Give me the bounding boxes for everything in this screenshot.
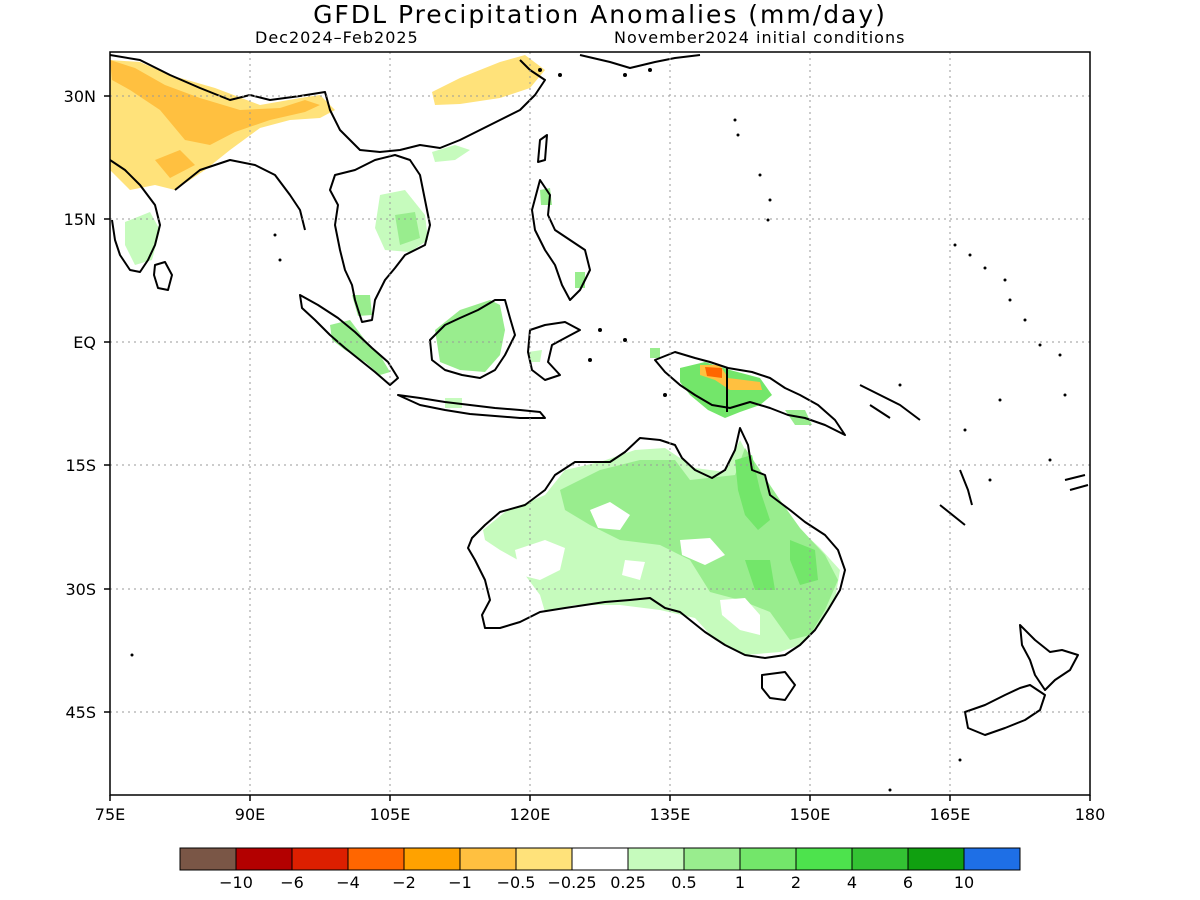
colorbar-swatch	[683, 847, 741, 871]
colorbar-swatch	[627, 847, 685, 871]
coast-asia-mainland	[109, 54, 546, 153]
colorbar-label: −10	[219, 873, 253, 892]
colorbar-labels: −10 −6 −4 −2 −1 −0.5 −0.25 0.25 0.5 1 2 4 6 10	[219, 873, 974, 892]
colorbar-label: −0.25	[547, 873, 596, 892]
anomaly-australia-dry-gap1	[515, 540, 565, 580]
lon-label-165e: 165E	[930, 805, 971, 824]
colorbar-label: 6	[903, 873, 913, 892]
coast-sulawesi	[527, 321, 581, 381]
lat-label-15s: 15S	[65, 456, 96, 475]
lat-label-eq: EQ	[73, 333, 96, 352]
season-label: Dec2024–Feb2025	[255, 28, 419, 47]
lon-label-120e: 120E	[510, 805, 551, 824]
lon-labels: 75E 90E 105E 120E 135E 150E 165E 180	[95, 805, 1106, 824]
lon-label-150e: 150E	[790, 805, 831, 824]
coast-bay-bengal	[174, 159, 306, 231]
anomaly-sulawesi-wet	[528, 350, 542, 362]
anomaly-india-dry-strong	[110, 60, 320, 145]
anomaly-westindia-wet	[125, 212, 160, 265]
colorbar-swatch	[459, 847, 517, 871]
colorbar-swatch	[851, 847, 909, 871]
initial-conditions-label: November2024 initial conditions	[614, 28, 906, 47]
grid-lines	[110, 52, 1090, 795]
lon-label-135e: 135E	[650, 805, 691, 824]
coast-borneo	[429, 299, 516, 379]
lat-label-15n: 15N	[64, 210, 96, 229]
colorbar-label: 0.5	[671, 873, 696, 892]
colorbar-label: 0.25	[610, 873, 646, 892]
lon-label-105e: 105E	[370, 805, 411, 824]
map-frame	[109, 51, 1091, 796]
colorbar	[179, 847, 1021, 871]
anomaly-shading	[110, 55, 840, 655]
colorbar-swatch	[795, 847, 853, 871]
anomaly-malaya-wet	[352, 295, 372, 316]
anomaly-philippines-wet	[540, 188, 585, 288]
coast-sri-lanka	[153, 261, 173, 291]
coast-australia	[467, 427, 846, 659]
colorbar-label: −1	[448, 873, 472, 892]
coast-solomon-islands	[859, 384, 921, 421]
coast-india	[109, 159, 161, 273]
coast-tasmania	[761, 671, 796, 701]
colorbar-label: 10	[954, 873, 974, 892]
coast-philippines	[531, 179, 591, 301]
colorbar-label: −6	[280, 873, 304, 892]
anomaly-australia-wet-strong	[735, 455, 818, 590]
coast-taiwan	[537, 134, 548, 163]
colorbar-swatch	[515, 847, 573, 871]
colorbar-swatch	[571, 847, 629, 871]
lat-label-45s: 45S	[65, 703, 96, 722]
colorbar-swatch	[907, 847, 965, 871]
anomaly-indochina-wet2	[395, 212, 420, 245]
coast-new-zealand-north	[1019, 624, 1079, 691]
coast-vanuatu	[939, 469, 973, 526]
colorbar-swatch	[291, 847, 349, 871]
colorbar-label: −4	[336, 873, 360, 892]
lat-labels: 30N 15N EQ 15S 30S 45S	[64, 87, 96, 722]
lon-label-180: 180	[1075, 805, 1106, 824]
coast-new-zealand-south	[964, 684, 1046, 736]
colorbar-swatch	[963, 847, 1021, 871]
anomaly-china-wet	[432, 145, 470, 162]
coast-fiji	[1064, 474, 1089, 491]
coast-indochina	[329, 154, 431, 323]
colorbar-label: 2	[791, 873, 801, 892]
coast-java	[397, 394, 546, 419]
colorbar-label: 4	[847, 873, 857, 892]
colorbar-swatch	[739, 847, 797, 871]
coast-sumatra	[299, 294, 399, 386]
lon-label-90e: 90E	[235, 805, 265, 824]
lon-label-75e: 75E	[95, 805, 125, 824]
colorbar-swatch	[235, 847, 293, 871]
anomaly-australia-dry-gap2	[590, 502, 760, 635]
colorbar-label: 1	[735, 873, 745, 892]
colorbar-label: −2	[392, 873, 416, 892]
colorbar-swatch	[403, 847, 461, 871]
anomaly-sumatra-wet	[330, 320, 390, 375]
small-islands	[130, 68, 1067, 792]
anomaly-borneo-wet	[435, 300, 505, 372]
map-title: GFDL Precipitation Anomalies (mm/day)	[313, 0, 887, 29]
coast-japan	[579, 54, 701, 69]
colorbar-swatch	[347, 847, 405, 871]
lat-label-30s: 30S	[65, 580, 96, 599]
anomaly-newguinea-dry-core	[705, 367, 722, 378]
anomaly-china-dry	[432, 55, 545, 105]
coast-new-guinea	[654, 351, 846, 436]
colorbar-label: −0.5	[497, 873, 536, 892]
colorbar-swatch	[179, 847, 237, 871]
anomaly-india-dry-core	[155, 150, 195, 178]
lat-label-30n: 30N	[64, 87, 96, 106]
axis-ticks	[104, 95, 1091, 801]
coastlines	[109, 54, 1089, 736]
